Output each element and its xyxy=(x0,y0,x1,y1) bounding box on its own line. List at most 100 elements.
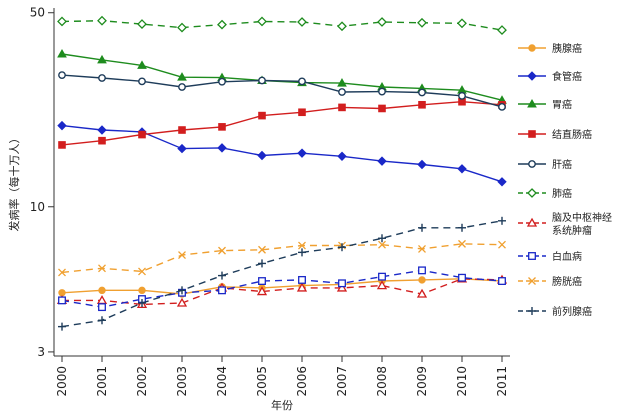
data-point-circle xyxy=(218,77,226,86)
legend-label: 食管癌 xyxy=(552,70,582,83)
data-point-triangle xyxy=(176,297,188,307)
data-point-square xyxy=(378,104,386,113)
legend-label: 脑及中枢神经系统肿瘤 xyxy=(552,211,612,237)
data-point-diamond xyxy=(457,164,467,174)
data-point-square xyxy=(258,111,266,120)
x-tick-label: 2001 xyxy=(95,366,109,397)
data-point-square xyxy=(298,108,306,117)
x-tick-label: 2006 xyxy=(295,366,309,397)
data-point-diamond xyxy=(377,17,387,27)
legend-item: 胰腺癌 xyxy=(518,42,582,55)
data-point-plus xyxy=(498,216,506,225)
data-point-x xyxy=(298,241,306,250)
data-point-plus xyxy=(138,299,146,308)
data-point-circle xyxy=(458,91,466,100)
data-point-diamond xyxy=(137,19,147,30)
series-8 xyxy=(58,266,506,312)
legend-item: 结直肠癌 xyxy=(518,128,592,141)
data-point-diamond xyxy=(457,18,467,29)
data-point-square xyxy=(498,277,506,285)
data-point-circle xyxy=(138,286,146,295)
series-5 xyxy=(58,71,506,111)
data-point-plus xyxy=(58,322,66,331)
data-point-x xyxy=(528,277,536,285)
series-line xyxy=(61,19,503,31)
legend-label: 肺癌 xyxy=(552,187,572,200)
y-tick-label: 10 xyxy=(30,200,45,214)
data-point-square xyxy=(138,130,146,139)
data-point-diamond xyxy=(97,15,107,26)
data-point-circle xyxy=(528,44,536,52)
series-line xyxy=(61,74,503,108)
data-point-circle xyxy=(58,289,66,297)
data-point-diamond xyxy=(337,21,347,32)
data-point-circle xyxy=(418,276,426,284)
y-axis-ticks: 3 10 50 xyxy=(30,6,54,359)
legend-item: 胃癌 xyxy=(518,98,572,111)
legend-label: 胰腺癌 xyxy=(552,42,582,55)
data-point-x xyxy=(138,267,146,276)
data-point-triangle xyxy=(527,98,537,108)
data-point-plus xyxy=(218,271,226,280)
y-axis-title: 发病率（每十万人） xyxy=(7,133,21,232)
data-point-square xyxy=(338,103,346,112)
data-point-diamond xyxy=(337,151,347,161)
data-point-circle xyxy=(98,286,106,295)
series-line xyxy=(61,124,503,183)
data-point-diamond xyxy=(97,125,107,135)
data-point-plus xyxy=(378,234,386,243)
y-tick-label: 3 xyxy=(37,345,45,359)
series-4 xyxy=(58,97,506,149)
data-point-circle xyxy=(528,160,536,168)
data-point-triangle xyxy=(337,78,347,87)
x-tick-label: 2008 xyxy=(375,366,389,397)
data-point-square xyxy=(418,100,426,109)
x-tick-label: 2002 xyxy=(135,366,149,397)
data-point-circle xyxy=(418,88,426,97)
data-point-square xyxy=(298,275,306,284)
data-point-square xyxy=(218,123,226,131)
x-tick-label: 2000 xyxy=(55,366,69,397)
data-point-circle xyxy=(58,71,66,80)
data-point-circle xyxy=(378,87,386,96)
series-line xyxy=(61,220,503,328)
data-point-triangle xyxy=(256,286,268,296)
x-tick-label: 2004 xyxy=(215,366,229,397)
data-point-plus xyxy=(178,286,186,295)
data-point-circle xyxy=(258,76,266,85)
legend-item: 脑及中枢神经系统肿瘤 xyxy=(518,211,612,237)
legend-label: 肝癌 xyxy=(552,158,572,171)
data-point-diamond xyxy=(497,177,507,187)
data-point-x xyxy=(418,244,426,253)
data-point-circle xyxy=(178,83,186,91)
legend-label: 白血病 xyxy=(552,250,582,263)
data-point-plus xyxy=(298,248,306,257)
data-point-diamond xyxy=(297,148,307,158)
data-point-square xyxy=(58,296,66,305)
data-point-diamond xyxy=(217,143,227,153)
data-point-diamond xyxy=(297,17,307,27)
data-point-circle xyxy=(298,77,306,86)
data-point-diamond xyxy=(527,71,537,81)
legend-item: 肝癌 xyxy=(518,158,572,171)
data-point-square xyxy=(338,279,346,288)
data-point-circle xyxy=(98,74,106,82)
data-point-square xyxy=(458,273,466,282)
data-point-diamond xyxy=(377,156,387,166)
data-point-square xyxy=(418,266,426,275)
data-point-circle xyxy=(498,102,506,111)
data-point-diamond xyxy=(57,120,67,131)
data-point-square xyxy=(98,136,106,145)
data-point-circle xyxy=(138,77,146,86)
data-point-triangle xyxy=(97,54,107,64)
x-tick-label: 2005 xyxy=(255,366,269,397)
plot-series xyxy=(56,15,508,331)
legend-label: 前列腺癌 xyxy=(552,305,592,318)
data-point-plus xyxy=(338,243,346,252)
legend-item: 肺癌 xyxy=(518,187,572,200)
data-point-triangle xyxy=(526,217,538,227)
data-point-diamond xyxy=(177,143,187,154)
data-point-x xyxy=(98,264,106,273)
data-point-x xyxy=(258,245,266,254)
